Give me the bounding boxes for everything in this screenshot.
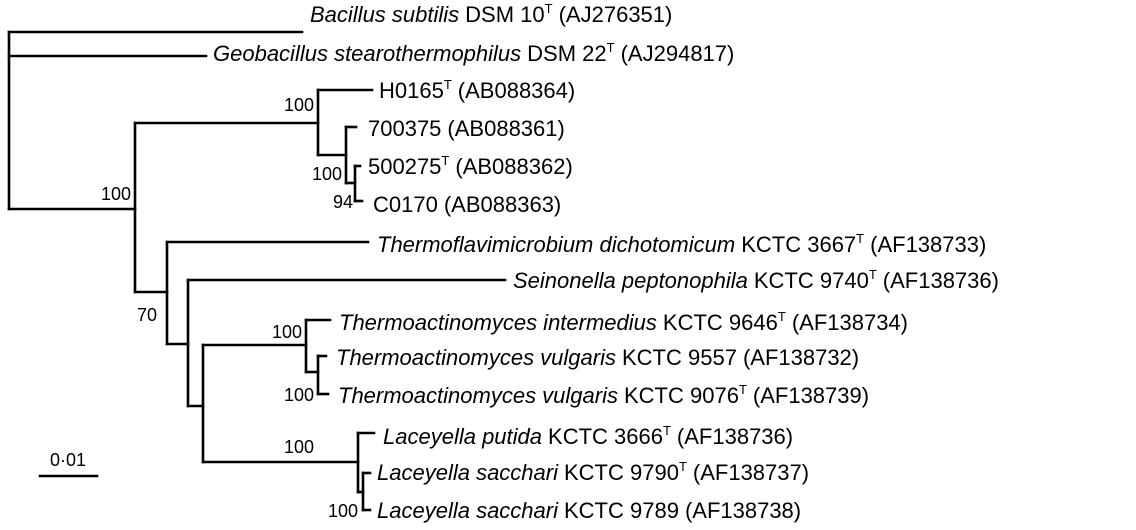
taxon-label: 500275T (AB088362) <box>368 153 573 179</box>
bootstrap-value: 70 <box>137 305 157 325</box>
taxon-label: Laceyella sacchari KCTC 9789 (AF138738) <box>377 498 801 523</box>
taxon-label: Laceyella putida KCTC 3666T (AF138736) <box>383 423 793 449</box>
scale-bar-label: 0·01 <box>50 450 86 470</box>
taxon-label: Thermoflavimicrobium dichotomicum KCTC 36… <box>377 231 986 257</box>
bootstrap-value: 100 <box>284 95 314 115</box>
taxon-label: Bacillus subtilis DSM 10T (AJ276351) <box>310 1 672 27</box>
taxon-label: Thermoactinomyces vulgaris KCTC 9076T (AF1… <box>338 382 869 408</box>
bootstrap-value: 94 <box>333 192 353 212</box>
taxon-label: Laceyella sacchari KCTC 9790T (AF138737) <box>377 459 809 485</box>
bootstrap-value: 100 <box>312 164 342 184</box>
taxon-label: 700375 (AB088361) <box>368 116 565 141</box>
taxon-label: Geobacillus stearothermophilus DSM 22T (AJ… <box>213 40 734 66</box>
bootstrap-value: 100 <box>272 322 302 342</box>
taxon-label: Seinonella peptonophila KCTC 9740T (AF1387… <box>513 267 999 293</box>
taxon-label: Thermoactinomyces vulgaris KCTC 9557 (AF13… <box>336 345 859 370</box>
bootstrap-value: 100 <box>101 184 131 204</box>
taxon-label: Thermoactinomyces intermedius KCTC 9646T(… <box>339 309 908 335</box>
bootstrap-value: 100 <box>284 385 314 405</box>
bootstrap-value: 100 <box>328 501 358 521</box>
bootstrap-value: 100 <box>284 437 314 457</box>
taxon-label: H0165T (AB088364) <box>379 77 575 103</box>
taxon-label: C0170 (AB088363) <box>373 192 561 217</box>
